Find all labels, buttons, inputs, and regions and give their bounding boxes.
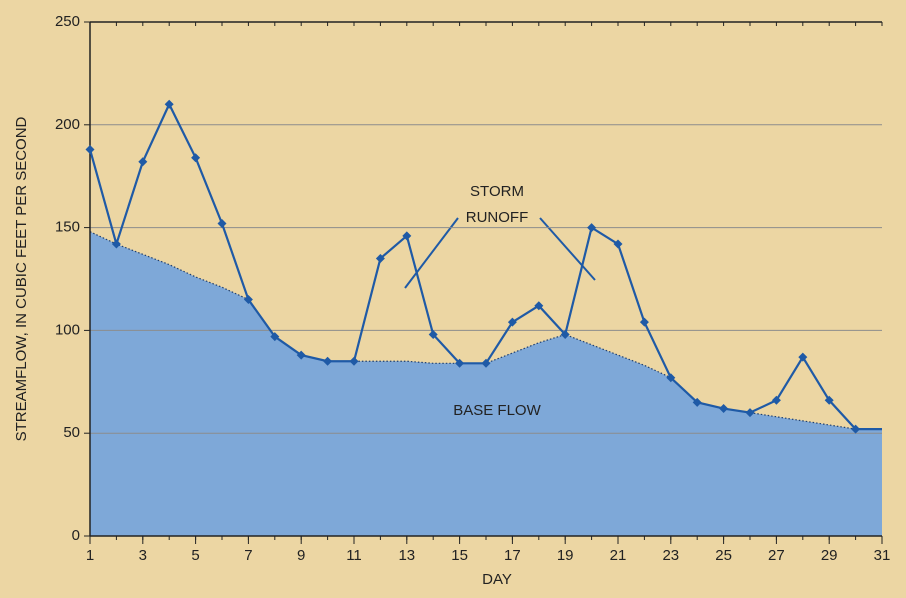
x-tick-label: 21 <box>610 547 627 564</box>
x-tick-label: 3 <box>139 547 147 564</box>
point <box>375 253 385 263</box>
point <box>111 239 121 249</box>
point <box>534 301 544 311</box>
x-tick-label: 13 <box>398 547 415 564</box>
x-tick-label: 15 <box>451 547 468 564</box>
annotation: RUNOFF <box>466 209 529 226</box>
point <box>666 373 676 383</box>
y-axis-label: STREAMFLOW, IN CUBIC FEET PER SECOND <box>13 116 30 441</box>
point <box>745 408 755 418</box>
point <box>692 397 702 407</box>
point <box>613 239 623 249</box>
point <box>771 395 781 405</box>
point <box>349 356 359 366</box>
point <box>639 317 649 327</box>
point <box>824 395 834 405</box>
point <box>243 295 253 305</box>
point <box>719 404 729 414</box>
point <box>455 358 465 368</box>
x-tick-label: 19 <box>557 547 574 564</box>
x-tick-label: 29 <box>821 547 838 564</box>
point <box>164 99 174 109</box>
base-flow-area <box>90 231 882 536</box>
point <box>851 424 861 434</box>
point <box>323 356 333 366</box>
point <box>191 153 201 163</box>
x-tick-label: 17 <box>504 547 521 564</box>
x-tick-label: 1 <box>86 547 94 564</box>
point <box>481 358 491 368</box>
x-tick-label: 25 <box>715 547 732 564</box>
y-tick-label: 200 <box>55 116 80 133</box>
y-tick-label: 0 <box>72 527 80 544</box>
x-tick-label: 31 <box>874 547 891 564</box>
point <box>402 231 412 241</box>
pointer <box>404 217 459 289</box>
y-tick-label: 250 <box>55 13 80 30</box>
x-axis-label: DAY <box>482 571 512 588</box>
x-tick-label: 7 <box>244 547 252 564</box>
y-tick-label: 150 <box>55 219 80 236</box>
x-tick-label: 23 <box>662 547 679 564</box>
point <box>428 330 438 340</box>
point <box>560 330 570 340</box>
point <box>138 157 148 167</box>
pointer <box>539 217 596 281</box>
point <box>296 350 306 360</box>
annotation: STORM <box>470 183 524 200</box>
x-tick-label: 11 <box>346 547 362 564</box>
x-tick-label: 27 <box>768 547 785 564</box>
point <box>85 144 95 154</box>
point <box>587 223 597 233</box>
x-tick-label: 5 <box>191 547 199 564</box>
series-label: BASE FLOW <box>453 402 541 419</box>
x-tick-label: 9 <box>297 547 305 564</box>
point <box>507 317 517 327</box>
y-tick-label: 100 <box>55 321 80 338</box>
point <box>217 218 227 228</box>
y-tick-label: 50 <box>63 424 80 441</box>
point <box>270 332 280 342</box>
point <box>798 352 808 362</box>
